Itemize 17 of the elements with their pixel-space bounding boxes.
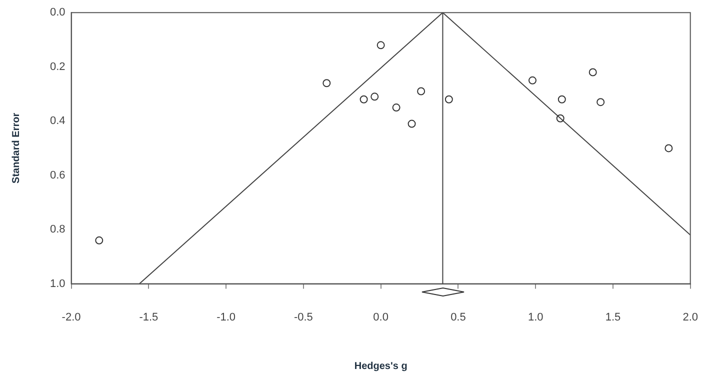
x-tick-label: 0.5 xyxy=(450,311,466,324)
y-tick-label: 0.4 xyxy=(50,115,66,128)
y-tick-label: 1.0 xyxy=(50,278,66,290)
x-tick-label: -1.5 xyxy=(139,311,158,324)
x-tick-label: 2.0 xyxy=(682,311,698,324)
x-tick-label: 1.5 xyxy=(605,311,621,324)
y-tick-label: 0.6 xyxy=(50,169,66,182)
x-tick-label: -1.0 xyxy=(216,311,236,324)
y-tick-label: 0.8 xyxy=(50,224,66,236)
x-axis-title: Hedges's g xyxy=(354,360,408,372)
x-tick-label: 1.0 xyxy=(528,311,544,324)
y-tick-label: 0.0 xyxy=(50,6,66,19)
x-tick-label: -0.5 xyxy=(294,311,313,324)
y-tick-label: 0.2 xyxy=(50,60,66,73)
x-tick-label: 0.0 xyxy=(373,311,388,324)
y-axis-title: Standard Error xyxy=(10,112,22,184)
x-tick-label: -2.0 xyxy=(62,311,81,324)
